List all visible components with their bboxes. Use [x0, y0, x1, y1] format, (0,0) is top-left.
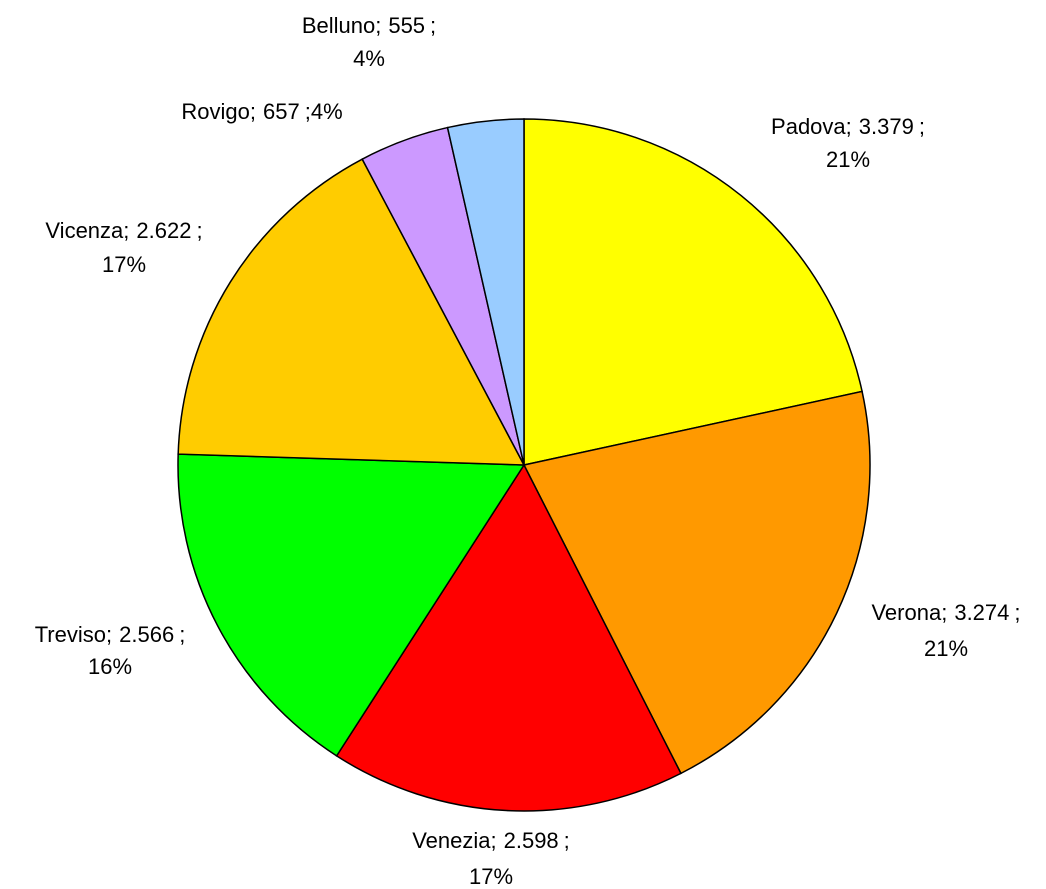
pie-slice [177, 158, 526, 466]
pie-slice [446, 118, 525, 466]
label-value: 657 [263, 99, 300, 124]
data-label-percent: 17% [102, 252, 146, 277]
data-label-percent: 17% [469, 864, 513, 889]
label-separator: ; [430, 13, 436, 38]
label-separator: ; [179, 622, 185, 647]
label-separator: ; [490, 828, 496, 853]
label-separator: ; [375, 13, 381, 38]
label-category: Treviso [35, 622, 106, 647]
label-value: 3.379 [859, 114, 914, 139]
label-separator: ; [123, 218, 129, 243]
data-label: Padova; 3.379; [771, 114, 925, 139]
label-category: Padova [771, 114, 846, 139]
pie-slice [522, 390, 871, 775]
data-label: Belluno; 555; [302, 13, 436, 38]
label-category: Venezia [412, 828, 491, 853]
label-separator: ; [106, 622, 112, 647]
label-separator: ; [305, 99, 311, 124]
pie-slice [177, 453, 526, 757]
label-value: 2.566 [119, 622, 174, 647]
label-separator: ; [1014, 600, 1020, 625]
label-value: 555 [388, 13, 425, 38]
label-category: Rovigo [181, 99, 249, 124]
data-label: Venezia; 2.598; [412, 828, 570, 853]
label-category: Vicenza [45, 218, 124, 243]
label-category: Belluno [302, 13, 375, 38]
label-separator: ; [196, 218, 202, 243]
data-label: Verona; 3.274; [871, 600, 1020, 625]
pie-slice [335, 463, 682, 812]
data-label-percent: 21% [924, 636, 968, 661]
data-label-percent: 4% [353, 46, 385, 71]
label-value: 3.274 [954, 600, 1009, 625]
label-separator: ; [250, 99, 256, 124]
label-separator: ; [941, 600, 947, 625]
label-value: 2.622 [136, 218, 191, 243]
pie-slice [523, 118, 863, 466]
data-label-percent: 21% [826, 147, 870, 172]
label-percent: 4% [311, 99, 343, 124]
label-separator: ; [846, 114, 852, 139]
label-separator: ; [564, 828, 570, 853]
label-separator: ; [919, 114, 925, 139]
data-label: Vicenza; 2.622; [45, 218, 202, 243]
data-label: Rovigo; 657 ;4% [181, 99, 342, 124]
data-label: Treviso; 2.566; [35, 622, 186, 647]
data-label-percent: 16% [88, 654, 132, 679]
label-category: Verona [871, 600, 941, 625]
label-value: 2.598 [504, 828, 559, 853]
